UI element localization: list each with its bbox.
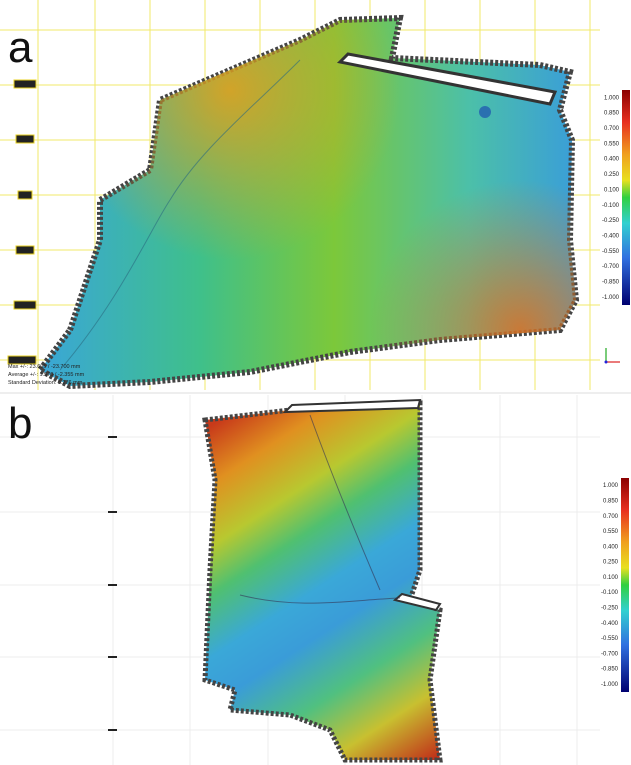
scale-label: -0.850 bbox=[602, 280, 620, 286]
scale-label: 1.000 bbox=[604, 95, 620, 101]
scale-label: 0.250 bbox=[603, 560, 619, 566]
scale-label: 0.700 bbox=[604, 126, 620, 132]
scales: 1.000 0.850 0.700 0.550 0.400 0.250 0.100 -0.10… bbox=[601, 95, 620, 688]
scale-label: 0.850 bbox=[604, 111, 620, 117]
scale-label: 0.850 bbox=[603, 499, 619, 505]
scale-label: -1.000 bbox=[602, 295, 620, 301]
ticks-b bbox=[108, 436, 117, 731]
scale-label: -0.850 bbox=[601, 667, 619, 673]
scale-label: 0.550 bbox=[604, 141, 620, 147]
color-bar bbox=[621, 478, 629, 692]
scale-label: 0.100 bbox=[603, 575, 619, 581]
stat: Average +/-: 1.570 / -2.355 mm bbox=[8, 372, 85, 378]
scale-label: -0.400 bbox=[601, 621, 619, 627]
scale-label: -0.250 bbox=[602, 218, 620, 224]
scale-label: 0.400 bbox=[603, 544, 619, 550]
scale-label: -0.550 bbox=[601, 636, 619, 642]
scale-label: -0.100 bbox=[602, 203, 620, 209]
scale-label: -0.700 bbox=[602, 264, 620, 270]
scale-label: -0.550 bbox=[602, 249, 620, 255]
axis-triad bbox=[604, 348, 620, 364]
stat: Standard Deviation: 5.276 mm bbox=[8, 380, 83, 386]
scan-a bbox=[35, 14, 580, 390]
scale-label: -0.250 bbox=[601, 606, 619, 612]
scale-label: 0.700 bbox=[603, 514, 619, 520]
scan-b bbox=[202, 398, 443, 763]
scale-label: -1.000 bbox=[601, 682, 619, 688]
scale-label: 0.400 bbox=[604, 157, 620, 163]
stat: Max +/-: 23.695 / -23.700 mm bbox=[8, 364, 81, 370]
scale-label: 0.550 bbox=[603, 529, 619, 535]
scale-label: -0.700 bbox=[601, 651, 619, 657]
panel-label: a bbox=[8, 23, 33, 72]
axis-boxes-a bbox=[7, 79, 37, 365]
panel-label: b bbox=[8, 399, 32, 448]
scale-label: -0.100 bbox=[601, 590, 619, 596]
scale-label: -0.400 bbox=[602, 233, 620, 239]
color-bar bbox=[622, 90, 630, 305]
scale-label: 1.000 bbox=[603, 483, 619, 489]
scale-label: 0.250 bbox=[604, 172, 620, 178]
scale-label: 0.100 bbox=[604, 187, 620, 193]
